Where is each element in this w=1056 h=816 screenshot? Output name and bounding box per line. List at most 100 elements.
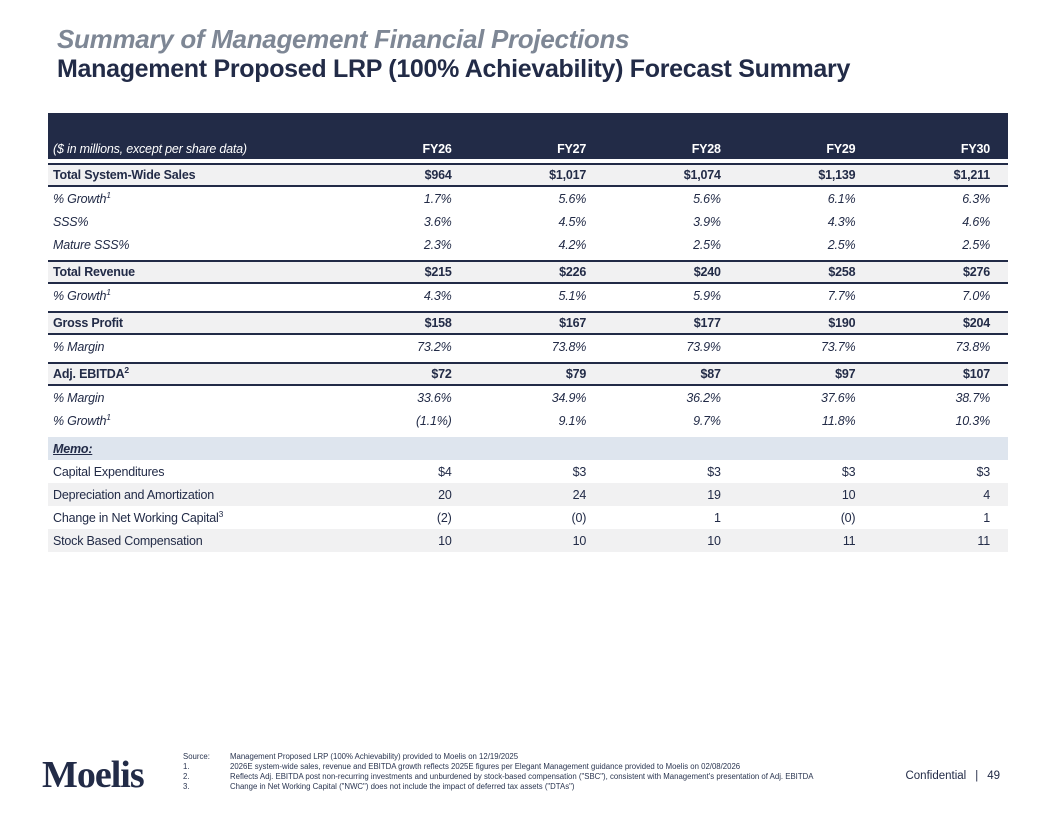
row-label: SSS% xyxy=(48,215,335,229)
row-value: 10.3% xyxy=(955,413,991,428)
table-row-margin: % Margin 33.6% 34.9% 36.2% 37.6% 38.7% xyxy=(48,386,1008,409)
table-row-growth: % Growth1 4.3% 5.1% 5.9% 7.7% 7.0% xyxy=(48,284,1008,307)
row-value: 2.5% xyxy=(827,237,856,252)
column-header-fy29: FY29 xyxy=(826,142,856,156)
row-value: $240 xyxy=(693,265,721,279)
row-value: 5.6% xyxy=(558,191,587,206)
row-label: Change in Net Working Capital3 xyxy=(48,508,335,525)
row-value: $4 xyxy=(438,464,452,479)
row-value: $72 xyxy=(431,367,452,381)
row-label-text: % Growth xyxy=(53,413,107,428)
row-value: $215 xyxy=(424,265,452,279)
table-header-row: ($ in millions, except per share data) F… xyxy=(48,113,1008,159)
row-value: 73.7% xyxy=(820,339,856,354)
moelis-logo: Moelis xyxy=(42,754,145,796)
table-row-growth: % Growth1 (1.1%) 9.1% 9.7% 11.8% 10.3% xyxy=(48,409,1008,432)
row-value: 4.3% xyxy=(423,288,452,303)
row-value: 3.6% xyxy=(423,214,452,229)
row-label-text: Total Revenue xyxy=(53,265,135,279)
row-value: 37.6% xyxy=(820,390,856,405)
row-value: 9.7% xyxy=(693,413,721,428)
row-label-text: Depreciation and Amortization xyxy=(53,487,214,502)
row-value: $258 xyxy=(828,265,856,279)
row-value: $158 xyxy=(424,316,452,330)
row-value: $3 xyxy=(841,464,856,479)
footnote-number: 1. xyxy=(183,762,190,771)
page-separator: | xyxy=(975,770,979,782)
row-value: 7.0% xyxy=(962,288,990,303)
table-row-capital-expenditures: Capital Expenditures $4 $3 $3 $3 $3 xyxy=(48,460,1008,483)
row-value: 4.3% xyxy=(827,214,856,229)
footnote-text: Change in Net Working Capital ("NWC") do… xyxy=(230,782,575,791)
row-value: $107 xyxy=(962,367,990,381)
row-value: $3 xyxy=(976,464,990,479)
source-line: Source: Management Proposed LRP (100% Ac… xyxy=(183,752,843,762)
row-label-superscript: 1 xyxy=(106,286,111,297)
row-label: % Margin xyxy=(48,391,335,405)
row-label: % Growth1 xyxy=(48,189,335,205)
row-label-text: Change in Net Working Capital xyxy=(53,510,219,525)
row-label-superscript: 3 xyxy=(218,508,224,519)
source-text: Management Proposed LRP (100% Achievabil… xyxy=(230,752,519,761)
row-value: 3.9% xyxy=(693,214,721,229)
row-value: 73.8% xyxy=(551,339,587,354)
column-header-fy28: FY28 xyxy=(691,142,721,156)
table-row-total-system-wide-sales: Total System-Wide Sales $964 $1,017 $1,074 $… xyxy=(48,163,1008,187)
row-label: Memo: xyxy=(48,442,335,456)
row-value: $1,211 xyxy=(953,168,991,182)
row-value: (2) xyxy=(436,510,452,525)
row-value: 24 xyxy=(572,487,587,502)
row-label: Capital Expenditures xyxy=(48,465,335,479)
row-label-superscript: 1 xyxy=(106,411,111,422)
column-header-fy27: FY27 xyxy=(557,142,587,156)
row-label-text: % Growth xyxy=(53,288,107,303)
row-value: $97 xyxy=(835,367,856,381)
slide-title: Summary of Management Financial Projecti… xyxy=(57,24,630,54)
row-value: $276 xyxy=(962,265,990,279)
column-header-fy30: FY30 xyxy=(960,142,990,156)
row-label-text: SSS% xyxy=(53,214,89,229)
row-value: 11 xyxy=(977,533,990,548)
row-value: $1,017 xyxy=(549,168,587,182)
row-value: $964 xyxy=(424,168,452,182)
row-value: $177 xyxy=(693,316,721,330)
row-value: (1.1%) xyxy=(415,413,452,428)
row-value: 33.6% xyxy=(417,390,452,405)
row-value: 1.7% xyxy=(423,191,452,206)
row-label-text: % Margin xyxy=(53,390,105,405)
row-value: 4.2% xyxy=(558,237,587,252)
row-value: $79 xyxy=(565,367,587,381)
column-header-fy26: FY26 xyxy=(422,142,452,156)
row-label-superscript: 1 xyxy=(106,189,111,200)
row-value: (0) xyxy=(840,510,856,525)
footnote-3: 3. Change in Net Working Capital ("NWC")… xyxy=(183,782,843,792)
row-value: (0) xyxy=(571,510,587,525)
table-row-stock-based-compensation: Stock Based Compensation 10 10 10 11 11 xyxy=(48,529,1008,552)
table-row-gross-profit: Gross Profit $158 $167 $177 $190 $204 xyxy=(48,311,1008,335)
row-value: 2.3% xyxy=(423,237,452,252)
row-value: 10 xyxy=(841,487,856,502)
row-label-text: Memo: xyxy=(53,441,93,456)
row-label-text: % Margin xyxy=(53,339,105,354)
confidential-label: Confidential xyxy=(905,770,967,782)
row-label: Mature SSS% xyxy=(48,238,335,252)
unit-label: ($ in millions, except per share data) xyxy=(53,142,247,156)
table-row-memo: Memo: xyxy=(48,437,1008,460)
row-value: 19 xyxy=(707,487,721,502)
row-value: 73.2% xyxy=(417,339,452,354)
row-label-text: Mature SSS% xyxy=(53,237,130,252)
row-value: 1 xyxy=(983,510,990,525)
table-row-adj-ebitda: Adj. EBITDA2 $72 $79 $87 $97 $107 xyxy=(48,362,1008,386)
row-value: 6.1% xyxy=(827,191,856,206)
footnote-1: 1. 2026E system-wide sales, revenue and … xyxy=(183,762,843,772)
row-value: 2.5% xyxy=(962,237,990,252)
row-label: % Growth1 xyxy=(48,286,335,303)
row-value: 5.6% xyxy=(693,191,721,206)
footnote-2: 2. Reflects Adj. EBITDA post non-recurri… xyxy=(183,772,843,782)
table-row-depreciation-and-amortization: Depreciation and Amortization 20 24 19 10 4 xyxy=(48,483,1008,506)
row-value: 5.1% xyxy=(558,288,587,303)
table-row-total-revenue: Total Revenue $215 $226 $240 $258 $276 xyxy=(48,260,1008,284)
row-label: % Margin xyxy=(48,340,335,354)
slide-subtitle: Management Proposed LRP (100% Achievabil… xyxy=(57,55,851,83)
row-value: $190 xyxy=(828,316,856,330)
